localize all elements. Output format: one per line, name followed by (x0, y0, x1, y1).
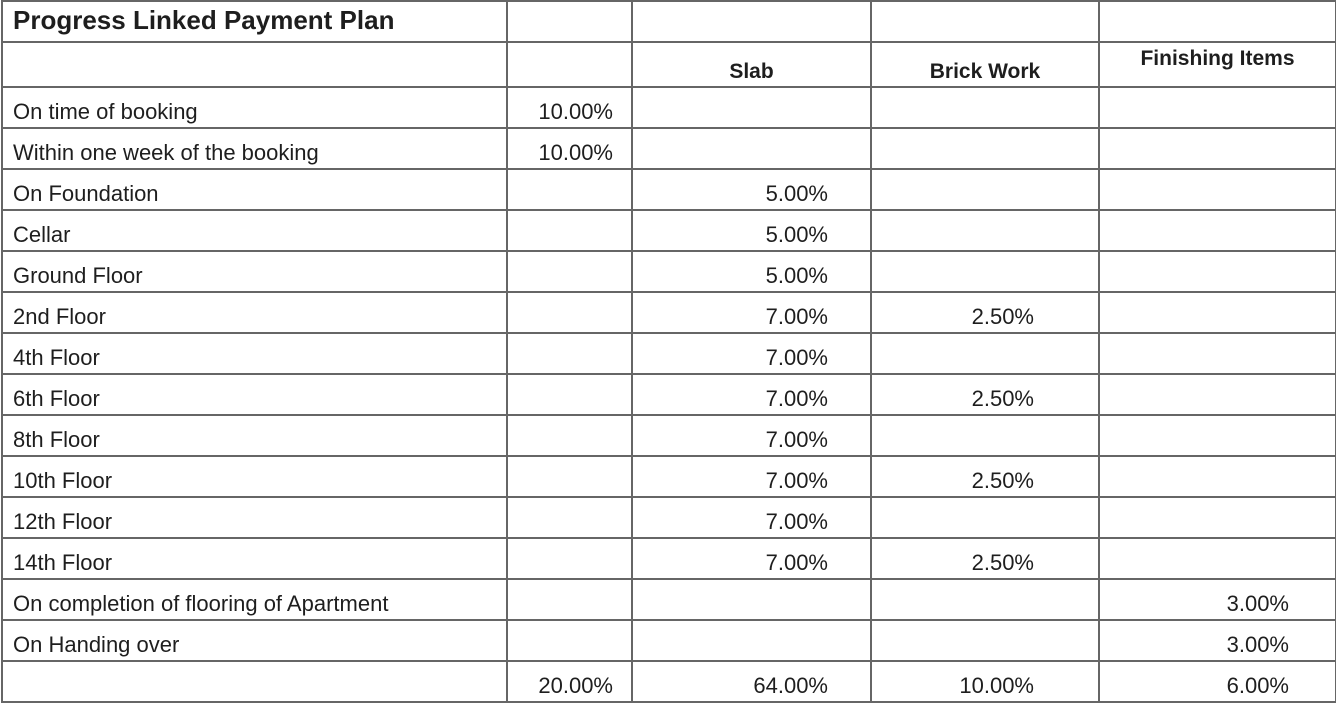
table-cell (1098, 127, 1336, 170)
table-cell: 8th Floor (1, 414, 508, 457)
table-cell: 64.00% (631, 660, 872, 703)
table-cell (870, 414, 1100, 457)
table-cell (870, 332, 1100, 375)
table-cell (1, 660, 508, 703)
table-cell: 10.00% (506, 127, 633, 170)
table-row: Within one week of the booking 10.00% (1, 127, 1336, 170)
table-row: 4th Floor 7.00% (1, 332, 1336, 375)
table-cell (870, 86, 1100, 129)
table-cell: 10th Floor (1, 455, 508, 498)
table-cell: On Handing over (1, 619, 508, 662)
table-cell (870, 619, 1100, 662)
table-cell (506, 291, 633, 334)
table-cell: On time of booking (1, 86, 508, 129)
table-cell (870, 250, 1100, 293)
table-cell (1098, 250, 1336, 293)
table-row: 12th Floor 7.00% (1, 496, 1336, 539)
table-cell: 6.00% (1098, 660, 1336, 703)
table-cell: 2.50% (870, 455, 1100, 498)
header-finishing-items: Finishing Items (1098, 41, 1336, 88)
table-row: On time of booking 10.00% (1, 86, 1336, 129)
table-cell: On completion of flooring of Apartment (1, 578, 508, 621)
table-cell (870, 209, 1100, 252)
table-cell: 3.00% (1098, 578, 1336, 621)
table-cell (631, 86, 872, 129)
table-cell: 10.00% (506, 86, 633, 129)
table-cell (870, 127, 1100, 170)
table-cell (1098, 168, 1336, 211)
table-cell (1098, 209, 1336, 252)
table-cell (506, 250, 633, 293)
table-cell (870, 168, 1100, 211)
table-cell (1098, 496, 1336, 539)
header-slab: Slab (631, 41, 872, 88)
table-cell: On Foundation (1, 168, 508, 211)
table-cell: 7.00% (631, 455, 872, 498)
totals-row: 20.00% 64.00% 10.00% 6.00% (1, 660, 1336, 703)
table-cell (506, 168, 633, 211)
table-cell: 3.00% (1098, 619, 1336, 662)
table-cell: 7.00% (631, 332, 872, 375)
table-cell (1098, 86, 1336, 129)
table-cell (506, 537, 633, 580)
table-row: On Handing over 3.00% (1, 619, 1336, 662)
table-cell: 10.00% (870, 660, 1100, 703)
table-cell: 7.00% (631, 414, 872, 457)
table-cell (1098, 332, 1336, 375)
table-cell (506, 209, 633, 252)
table-cell (631, 127, 872, 170)
table-cell (1098, 455, 1336, 498)
table-cell: Within one week of the booking (1, 127, 508, 170)
table-row: 14th Floor 7.00% 2.50% (1, 537, 1336, 580)
table-cell: 7.00% (631, 496, 872, 539)
table-cell (870, 578, 1100, 621)
table-row: On completion of flooring of Apartment 3.… (1, 578, 1336, 621)
table-cell (506, 455, 633, 498)
table-row: On Foundation 5.00% (1, 168, 1336, 211)
table-cell: 2.50% (870, 373, 1100, 416)
table-cell: 5.00% (631, 250, 872, 293)
table-cell: 2.50% (870, 537, 1100, 580)
table-row: Cellar 5.00% (1, 209, 1336, 252)
table-cell (1098, 537, 1336, 580)
table-cell (1098, 291, 1336, 334)
table-cell: 2nd Floor (1, 291, 508, 334)
table-cell (506, 578, 633, 621)
header-row: Slab Brick Work Finishing Items (1, 41, 1336, 88)
table-cell (1098, 414, 1336, 457)
table-cell: 20.00% (506, 660, 633, 703)
table-cell (506, 373, 633, 416)
table-cell: 7.00% (631, 537, 872, 580)
table-cell (506, 496, 633, 539)
table-cell (1098, 373, 1336, 416)
table-cell (506, 414, 633, 457)
table-row: 8th Floor 7.00% (1, 414, 1336, 457)
title-row: Progress Linked Payment Plan (1, 0, 1336, 43)
table-cell (631, 619, 872, 662)
table-cell (870, 496, 1100, 539)
table-cell: 12th Floor (1, 496, 508, 539)
header-brick-work: Brick Work (870, 41, 1100, 88)
table-cell: Ground Floor (1, 250, 508, 293)
table-cell (506, 332, 633, 375)
table-cell: 6th Floor (1, 373, 508, 416)
table-cell: 7.00% (631, 373, 872, 416)
table-cell: 14th Floor (1, 537, 508, 580)
table-title: Progress Linked Payment Plan (1, 0, 508, 43)
table-cell: 7.00% (631, 291, 872, 334)
table-row: 10th Floor 7.00% 2.50% (1, 455, 1336, 498)
table-cell: Cellar (1, 209, 508, 252)
table-cell: 2.50% (870, 291, 1100, 334)
table-cell: 5.00% (631, 168, 872, 211)
table-row: 6th Floor 7.00% 2.50% (1, 373, 1336, 416)
table-row: 2nd Floor 7.00% 2.50% (1, 291, 1336, 334)
table-cell (506, 619, 633, 662)
table-cell: 5.00% (631, 209, 872, 252)
table-row: Ground Floor 5.00% (1, 250, 1336, 293)
table-cell: 4th Floor (1, 332, 508, 375)
table-cell (631, 578, 872, 621)
